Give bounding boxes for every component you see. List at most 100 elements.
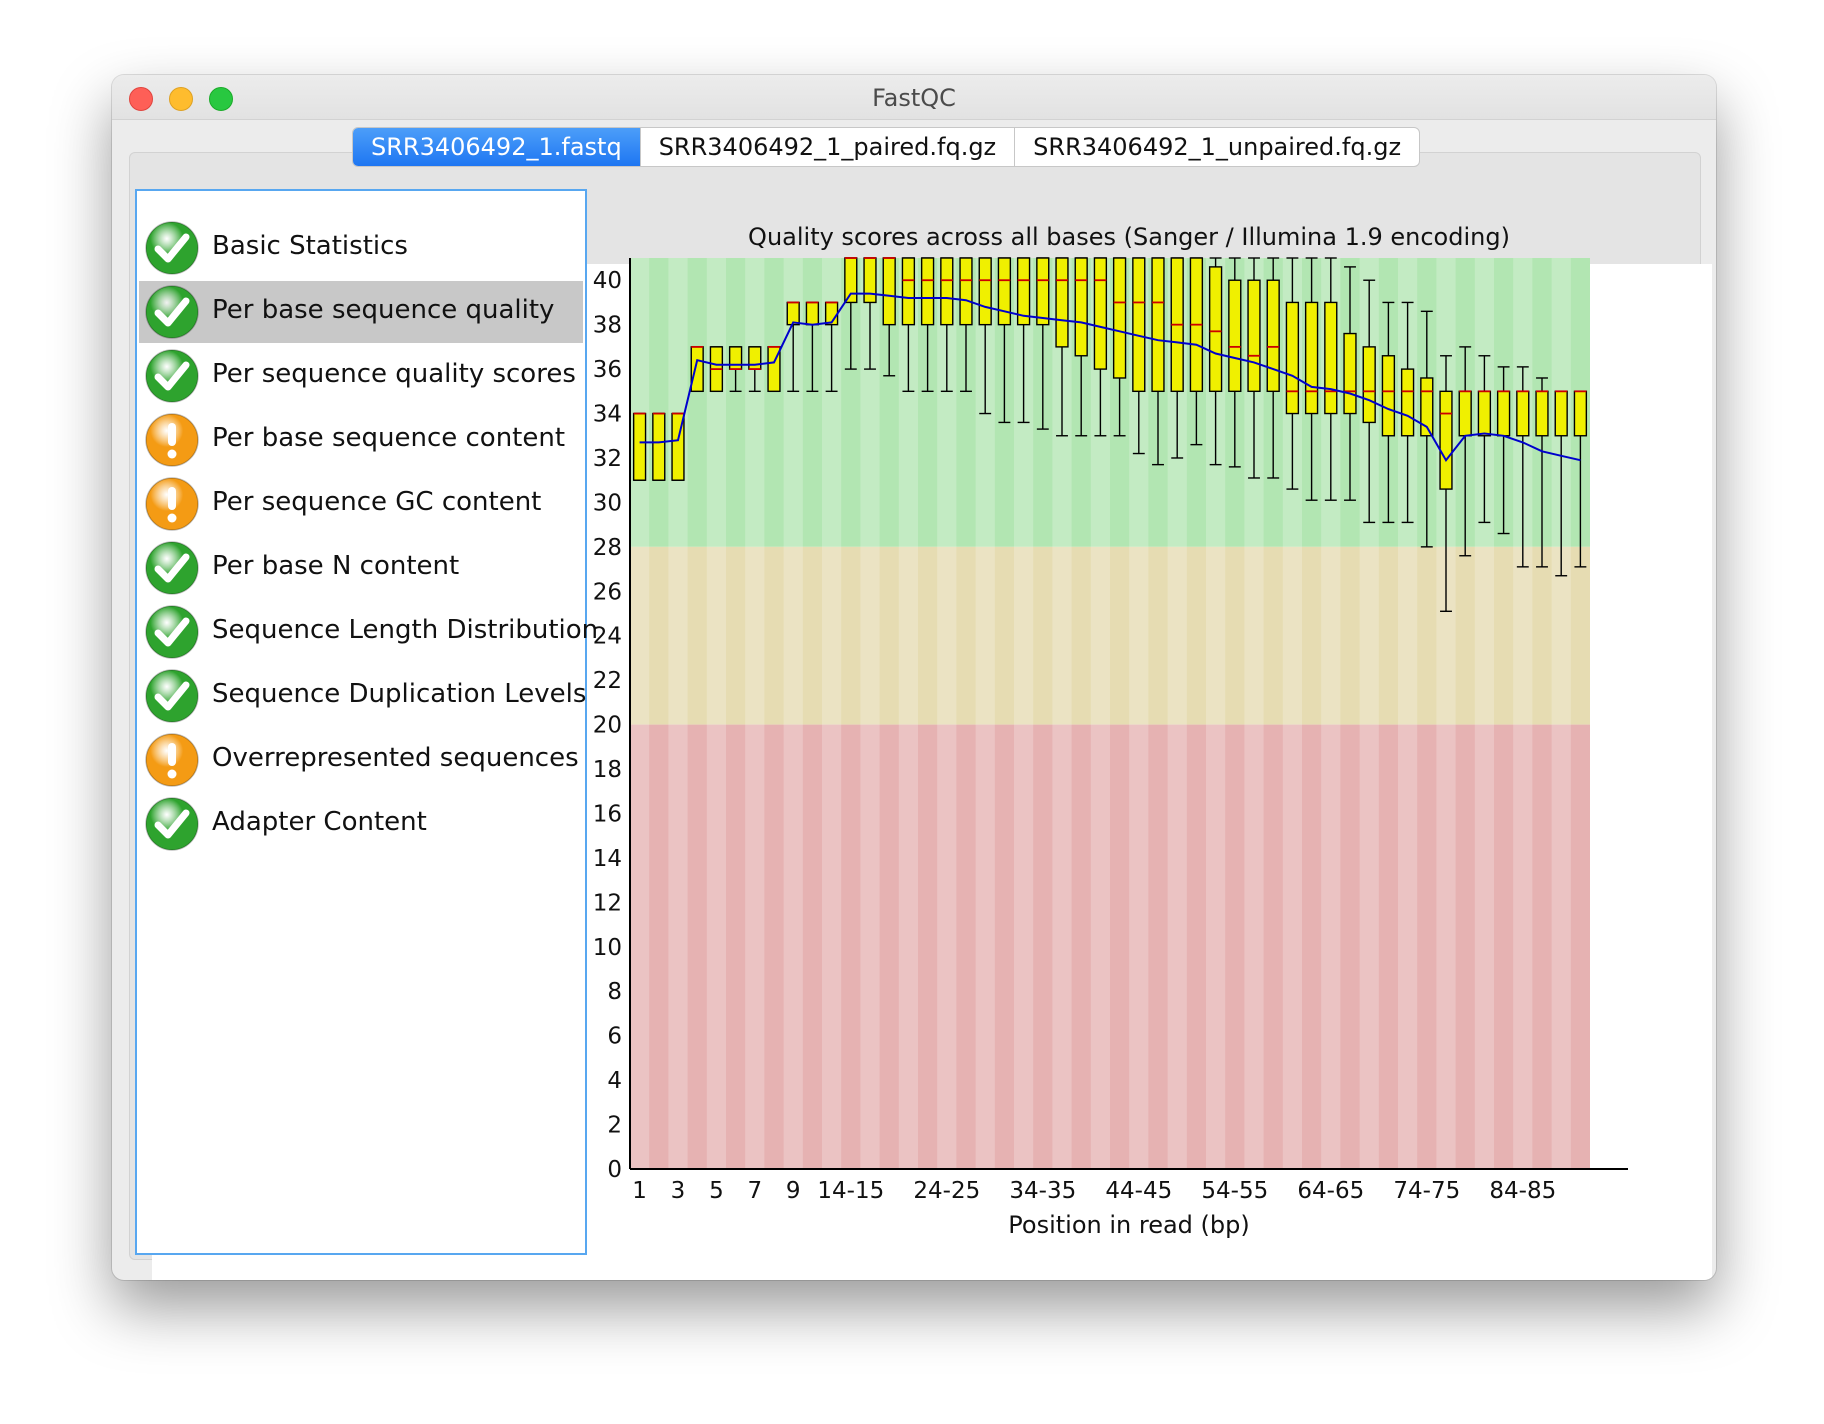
module-item[interactable]: Per base N content (139, 537, 583, 599)
module-label: Per base N content (212, 551, 460, 581)
per-base-quality-chart: 0 2 4 6 8 10 12 14 16 18 20 22 24 26 28 30 32 34 36 38 40 1 3 5… (590, 189, 1690, 1251)
column-stripe (1244, 258, 1264, 1169)
quartile-box (1400, 368, 1415, 437)
module-label: Overrepresented sequences (212, 743, 579, 773)
quartile-box (1458, 390, 1472, 437)
quartile-box (1381, 355, 1396, 437)
y-tick-label: 2 (607, 1113, 622, 1139)
quartile-box (728, 346, 743, 370)
module-item[interactable]: Adapter Content (139, 793, 583, 855)
quartile-box (901, 257, 916, 326)
column-stripe (898, 258, 918, 1169)
y-tick-label: 30 (593, 490, 622, 516)
module-label: Per sequence quality scores (212, 359, 576, 389)
module-label: Sequence Length Distribution (212, 615, 599, 645)
y-tick-label: 26 (593, 579, 622, 605)
module-label: Per base sequence content (212, 423, 566, 453)
warning-exclamation-icon (145, 733, 199, 787)
column-stripe (745, 258, 765, 1169)
column-stripe (937, 258, 957, 1169)
y-tick-label: 16 (593, 801, 622, 827)
module-item[interactable]: Per sequence GC content (139, 473, 583, 535)
quartile-box (1151, 257, 1165, 393)
y-tick-label: 10 (593, 935, 622, 961)
y-tick-label: 20 (593, 713, 622, 739)
tab-srr3406492-1-fastq[interactable]: SRR3406492_1.fastq (353, 128, 640, 166)
y-tick-label: 0 (607, 1157, 622, 1183)
x-tick-label: 64-65 (1297, 1178, 1364, 1204)
window-title: FastQC (872, 84, 956, 112)
quartile-box (748, 346, 762, 370)
pass-check-icon (145, 541, 199, 595)
module-label: Per sequence GC content (212, 487, 542, 517)
quartile-box (1573, 390, 1588, 437)
quartile-box (1343, 332, 1357, 415)
pass-check-icon (145, 797, 199, 851)
pass-check-icon (145, 669, 199, 723)
y-tick-label: 38 (593, 313, 622, 339)
column-stripe (668, 258, 688, 1169)
quartile-box (1535, 390, 1549, 437)
pass-check-icon (145, 349, 199, 403)
y-tick-label: 32 (593, 446, 622, 472)
maximize-window-button[interactable] (209, 87, 233, 111)
quartile-box (632, 412, 647, 481)
module-list: Basic Statistics Per base sequence qualit… (135, 189, 598, 1255)
x-tick-label: 3 (671, 1178, 686, 1204)
y-tick-label: 8 (607, 979, 622, 1005)
tab-srr3406492-1-paired[interactable]: SRR3406492_1_paired.fq.gz (639, 128, 1014, 166)
quartile-box (805, 301, 820, 326)
module-label: Basic Statistics (212, 231, 408, 261)
y-tick-label: 34 (593, 402, 622, 428)
column-stripe (1321, 258, 1341, 1169)
module-item[interactable]: Sequence Length Distribution (139, 601, 598, 663)
y-tick-label: 28 (593, 535, 622, 561)
quartile-box (690, 346, 704, 393)
x-tick-label: 74-75 (1393, 1178, 1460, 1204)
quartile-box (1439, 390, 1453, 490)
x-tick-label: 9 (786, 1178, 801, 1204)
column-stripe (1551, 258, 1571, 1169)
pass-check-icon (145, 605, 199, 659)
close-window-button[interactable] (129, 87, 153, 111)
module-item[interactable]: Overrepresented sequences (139, 729, 583, 791)
quartile-box (1362, 346, 1376, 424)
quartile-box (1247, 279, 1261, 393)
x-tick-label: 34-35 (1009, 1178, 1076, 1204)
x-tick-label: 7 (747, 1178, 762, 1204)
y-tick-label: 24 (593, 624, 622, 650)
quartile-box (1285, 301, 1300, 415)
module-item[interactable]: Sequence Duplication Levels (139, 665, 586, 727)
quartile-box (786, 301, 800, 326)
y-tick-label: 14 (593, 846, 622, 872)
quartile-box (1093, 257, 1108, 370)
warning-exclamation-icon (145, 477, 199, 531)
module-item[interactable]: Per sequence quality scores (139, 345, 583, 407)
quartile-box (1228, 279, 1242, 393)
module-item[interactable]: Per base sequence content (139, 409, 583, 471)
quartile-box (920, 257, 935, 326)
x-tick-label: 54-55 (1201, 1178, 1268, 1204)
quartile-box (1324, 301, 1338, 415)
module-item[interactable]: Basic Statistics (139, 217, 583, 279)
x-tick-label: 84-85 (1489, 1178, 1556, 1204)
pass-check-icon (145, 221, 199, 275)
quartile-box (1112, 257, 1127, 379)
quartile-box (1208, 266, 1223, 393)
chart-title: Quality scores across all bases (Sanger … (748, 223, 1510, 251)
minimize-window-button[interactable] (169, 87, 193, 111)
tab-srr3406492-1-unpaired[interactable]: SRR3406492_1_unpaired.fq.gz (1014, 128, 1419, 166)
quartile-box (1516, 390, 1530, 437)
module-item[interactable]: Per base sequence quality (139, 281, 583, 343)
quartile-box (1036, 257, 1050, 326)
quartile-box (1132, 257, 1146, 393)
column-stripe (630, 258, 650, 1169)
y-tick-label: 6 (607, 1024, 622, 1050)
quality-zone-warn (630, 546, 1590, 725)
warning-exclamation-icon (145, 413, 199, 467)
quartile-box (1016, 257, 1031, 326)
column-stripe (1129, 258, 1149, 1169)
module-label: Adapter Content (212, 807, 427, 837)
y-tick-label: 12 (593, 890, 622, 916)
quartile-box (1496, 390, 1511, 437)
